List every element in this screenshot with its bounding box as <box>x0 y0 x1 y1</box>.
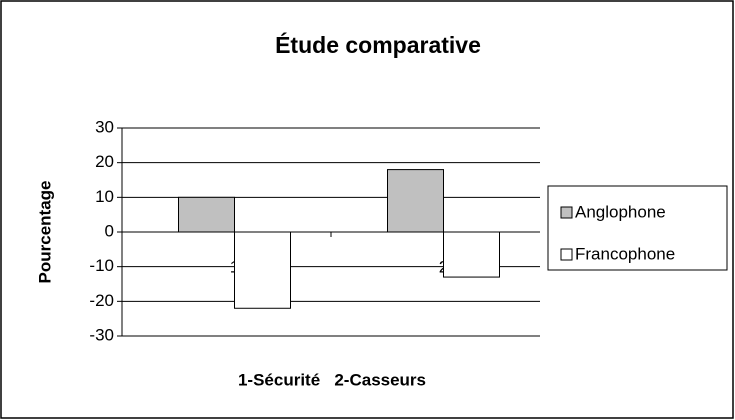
y-axis-title: Pourcentage <box>35 181 54 284</box>
bar <box>234 231 291 309</box>
y-tick-label: 30 <box>95 117 114 136</box>
bar <box>443 231 500 278</box>
legend-swatch <box>560 206 573 219</box>
legend-label: Anglophone <box>575 202 666 221</box>
y-tick-label: 20 <box>95 152 114 171</box>
y-tick-label: -20 <box>89 291 114 310</box>
y-tick-label: 0 <box>105 221 114 240</box>
legend-swatch <box>560 248 573 261</box>
x-axis-title: 1-Sécurité 2-Casseurs <box>238 370 426 389</box>
legend <box>547 185 728 271</box>
y-tick-label: 10 <box>95 187 114 206</box>
chart-title: Étude comparative <box>275 31 481 58</box>
bar <box>178 196 235 233</box>
y-tick-label: -30 <box>89 325 114 344</box>
legend-label: Francophone <box>575 244 675 263</box>
bar <box>387 169 444 233</box>
y-tick-label: -10 <box>89 256 114 275</box>
